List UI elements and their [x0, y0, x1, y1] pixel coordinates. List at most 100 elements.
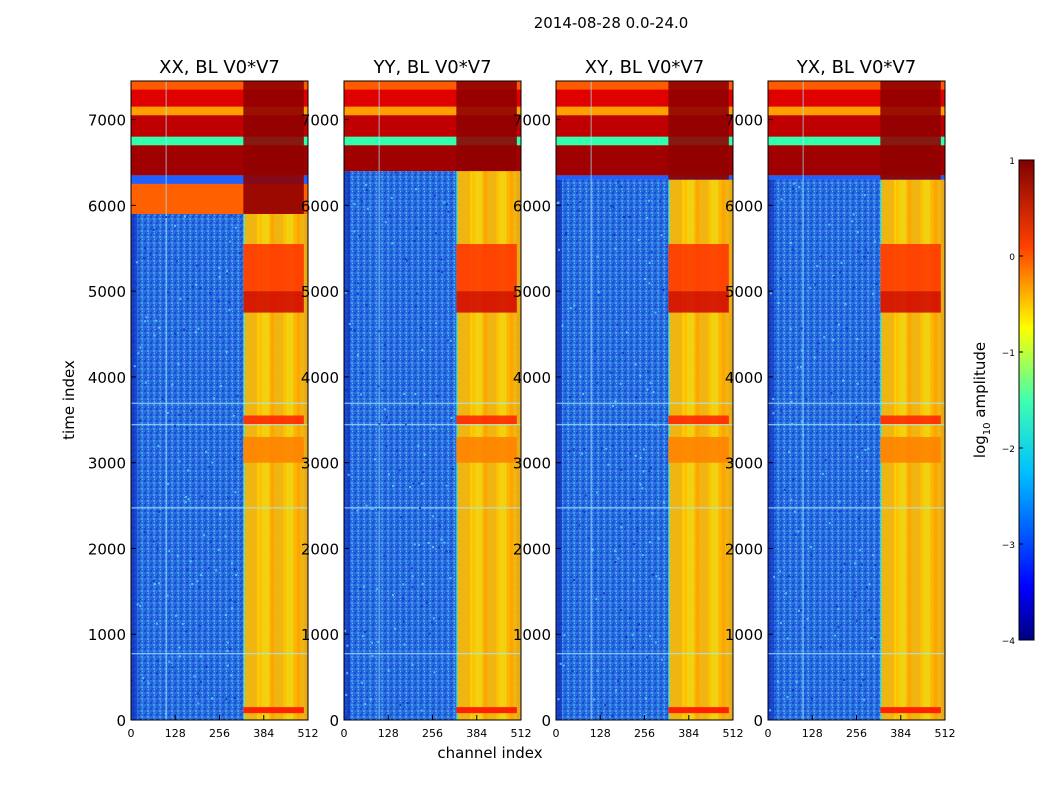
speckle	[779, 277, 782, 280]
speckle	[142, 679, 145, 682]
speckle	[363, 631, 366, 634]
speckle	[153, 583, 156, 586]
speckle	[631, 633, 634, 636]
speckle	[857, 517, 860, 520]
time-band	[131, 136, 308, 146]
speckle	[135, 261, 138, 264]
speckle	[839, 444, 842, 447]
speckle	[226, 641, 229, 644]
y-tick-label: 0	[753, 712, 763, 730]
speckle	[168, 660, 171, 663]
speckle	[199, 655, 202, 658]
speckle	[166, 594, 169, 597]
panel-3: YX, BL V0*V7 0 128 256 384 512 0 1000 2000 3000 40…	[725, 57, 956, 740]
horizontal-line	[556, 507, 733, 509]
speckle	[874, 360, 877, 363]
speckle	[211, 461, 214, 464]
speckle	[617, 680, 620, 683]
speckle	[443, 201, 446, 204]
rfi-column	[694, 81, 709, 720]
speckle	[420, 594, 423, 597]
speckle	[377, 641, 380, 644]
speckle	[406, 702, 409, 705]
speckle	[445, 483, 448, 486]
speckle	[385, 445, 388, 448]
speckle	[218, 276, 221, 279]
speckle	[178, 413, 181, 416]
panel-image	[344, 81, 521, 720]
speckle	[843, 562, 846, 565]
speckle	[657, 537, 660, 540]
speckle	[557, 698, 560, 701]
rfi-column	[906, 81, 921, 720]
speckle	[625, 331, 628, 334]
speckle	[345, 388, 348, 391]
speckle	[863, 194, 866, 197]
speckle	[364, 702, 367, 705]
speckle	[648, 282, 651, 285]
speckle	[421, 349, 424, 352]
y-tick-label: 4000	[725, 369, 763, 387]
speckle	[378, 330, 381, 333]
y-tick-label: 6000	[88, 197, 126, 215]
speckle	[233, 457, 236, 460]
time-band	[768, 175, 945, 180]
speckle	[176, 554, 179, 557]
speckle	[224, 535, 227, 538]
y-tick-label: 7000	[513, 112, 551, 130]
speckle	[783, 488, 786, 491]
speckle	[450, 416, 453, 419]
colorbar-ticks: 1 0 −1 −2 −3 −4	[1002, 157, 1023, 647]
horizontal-line	[768, 653, 945, 655]
speckle	[855, 416, 858, 419]
speckle	[387, 422, 390, 425]
speckle	[413, 405, 416, 408]
speckle	[629, 452, 632, 455]
speckle	[620, 468, 623, 471]
speckle	[238, 252, 241, 255]
speckle	[391, 593, 394, 596]
speckle	[157, 444, 160, 447]
speckle	[360, 681, 363, 684]
speckle	[648, 541, 651, 544]
x-tick-label: 512	[935, 727, 956, 740]
y-tick-label: 2000	[513, 540, 551, 558]
speckle	[868, 583, 871, 586]
speckle	[596, 255, 599, 258]
speckle	[790, 391, 793, 394]
speckle	[823, 336, 826, 339]
speckle	[809, 286, 812, 289]
speckle	[652, 390, 655, 393]
speckle	[153, 334, 156, 337]
rfi-burst	[456, 291, 517, 313]
speckle	[425, 601, 428, 604]
speckle	[810, 286, 813, 289]
speckle	[428, 632, 431, 635]
speckle	[174, 224, 177, 227]
speckle	[229, 240, 232, 243]
speckle	[230, 674, 233, 677]
speckle	[178, 460, 181, 463]
speckle	[412, 482, 415, 485]
speckle	[584, 494, 587, 497]
speckle	[411, 575, 414, 578]
speckle	[431, 515, 434, 518]
speckle	[233, 568, 236, 571]
speckle	[360, 393, 363, 396]
speckle	[614, 560, 617, 563]
speckle	[660, 658, 663, 661]
speckle	[780, 198, 783, 201]
x-tick-label: 0	[341, 727, 348, 740]
speckle	[856, 382, 859, 385]
speckle	[229, 648, 232, 651]
speckle	[157, 582, 160, 585]
y-tick-label: 6000	[725, 197, 763, 215]
speckle	[866, 251, 869, 254]
speckle	[642, 448, 645, 451]
speckle	[203, 534, 206, 537]
y-tick-label: 1000	[301, 626, 339, 644]
speckle	[168, 419, 171, 422]
speckle	[179, 298, 182, 301]
y-tick-label: 4000	[301, 369, 339, 387]
speckle	[449, 340, 452, 343]
